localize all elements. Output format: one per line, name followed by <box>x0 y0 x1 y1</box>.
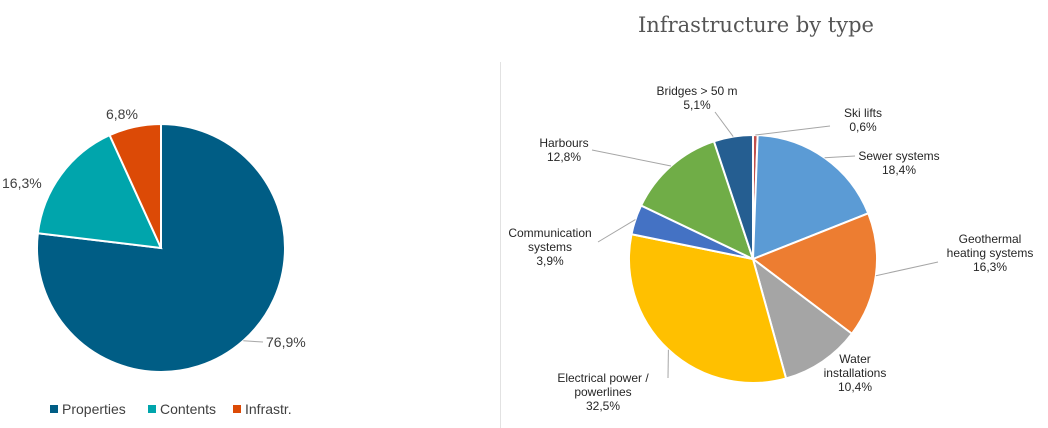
infra-data-label-harbours: Harbours 12,8% <box>539 136 588 164</box>
infra-slice-geothermal-heating-systems <box>750 212 878 336</box>
overall-pie-chart: 76,9% 16,3% 6,8% Properties Contents Infrastr… <box>2 106 306 417</box>
legend-swatch-contents <box>148 405 156 413</box>
legend-label-properties: Properties <box>62 401 126 417</box>
infra-slice-water-installations <box>751 256 854 380</box>
infra-data-label-bridges-50-m: Bridges > 50 m 5,1% <box>656 84 737 112</box>
infra-data-label-communication-systems: Communication systems 3,9% <box>508 226 591 268</box>
overall-slice-infrastr <box>108 122 162 249</box>
overall-data-label-infrastr: 6,8% <box>106 106 138 122</box>
legend-label-contents: Contents <box>160 401 216 417</box>
overall-leader-properties <box>243 340 264 343</box>
infra-slice-bridges-50-m <box>712 133 754 260</box>
infra-data-label-ski-lifts: Ski lifts 0,6% <box>844 106 882 134</box>
panel-divider <box>500 62 501 428</box>
infra-data-label-water-installations: Water installations 10,4% <box>824 352 887 394</box>
infra-data-label-geothermal-heating-systems: Geothermal heating systems 16,3% <box>947 232 1034 274</box>
infrastructure-pie-panel: Infrastructure by type Ski lifts 0,6% Sewer… <box>500 0 1048 428</box>
overall-data-label-properties: 76,9% <box>266 334 306 350</box>
legend-swatch-infrastr <box>233 405 241 413</box>
legend-label-infrastr: Infrastr. <box>245 401 292 417</box>
infra-data-label-sewer-systems: Sewer systems 18,4% <box>858 149 939 177</box>
chart-title: Infrastructure by type <box>638 13 874 37</box>
legend-swatch-properties <box>50 405 58 413</box>
infrastructure-pie-chart: Infrastructure by type Ski lifts 0,6% Sewer… <box>508 13 1034 413</box>
overall-data-label-contents: 16,3% <box>2 175 42 191</box>
infra-slice-electrical-power-powerlines <box>628 233 788 384</box>
overall-slice-contents <box>36 133 163 250</box>
infra-leader-bridges-50-m <box>714 111 734 137</box>
infra-data-label-electrical-power-powerlines: Electrical power / powerlines 32,5% <box>557 371 649 413</box>
infra-leader-communication-systems <box>597 219 636 243</box>
infra-leader-geothermal-heating-systems <box>875 261 939 277</box>
infra-slice-harbours <box>639 140 755 261</box>
infra-leader-ski-lifts <box>755 125 831 136</box>
infra-leader-sewer-systems <box>824 155 856 159</box>
infra-leader-harbours <box>591 149 672 167</box>
overall-pie-panel: 76,9% 16,3% 6,8% Properties Contents Infrastr… <box>0 0 500 428</box>
